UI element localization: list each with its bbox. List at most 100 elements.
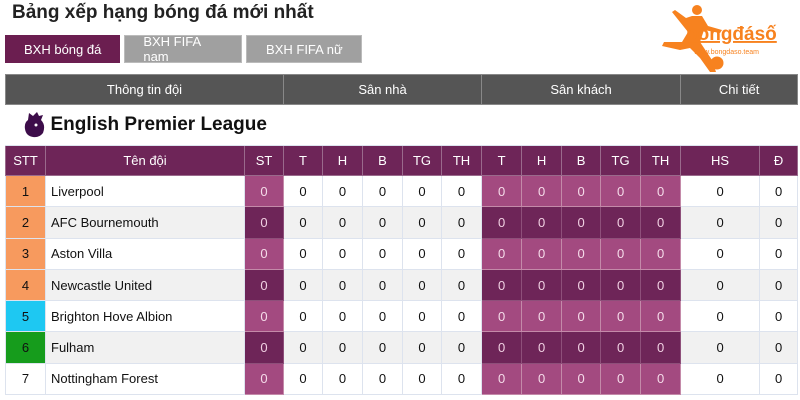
stat-cell: 0 [759,300,799,333]
stat-cell: 0 [440,174,483,208]
team-name[interactable]: Liverpool [45,174,245,208]
stat-cell: 0 [481,300,523,333]
table-row[interactable]: 5 Brighton Hove Albion 0 0 0 0 0 0 0 0 0 0 0 0 0 [5,300,799,333]
stat-cell: 0 [640,362,682,396]
svg-text:www.bongdaso.team: www.bongdaso.team [693,49,759,56]
stat-cell: 0 [283,300,323,333]
stat-cell: 0 [561,300,602,333]
column-header: H [521,145,563,176]
stat-cell: 0 [244,331,284,364]
stat-cell: 0 [322,300,363,333]
rank-cell: 2 [5,206,46,239]
stat-cell: 0 [244,174,284,208]
stat-cell: 0 [680,331,761,364]
stat-cell: 0 [440,268,483,302]
stat-cell: 0 [322,268,363,302]
stat-cell: 0 [440,362,483,396]
table-row[interactable]: 1 Liverpool 0 0 0 0 0 0 0 0 0 0 0 0 0 [5,174,799,208]
team-name[interactable]: Nottingham Forest [45,362,245,396]
stat-cell: 0 [322,206,363,239]
stat-cell: 0 [362,206,403,239]
stat-cell: 0 [600,174,642,208]
stat-cell: 0 [680,362,761,396]
stat-cell: 0 [402,206,442,239]
column-header: TG [600,145,642,176]
stat-cell: 0 [283,174,323,208]
stat-cell: 0 [680,206,761,239]
table-row[interactable]: 4 Newcastle United 0 0 0 0 0 0 0 0 0 0 0 0 0 [5,268,799,302]
premier-league-lion-icon [24,112,44,138]
stat-cell: 0 [759,237,799,270]
stat-cell: 0 [561,362,602,396]
tab-bxh-bong-da[interactable]: BXH bóng đá [5,35,121,63]
rank-cell: 1 [5,174,46,208]
stat-cell: 0 [362,362,403,396]
stat-cell: 0 [561,174,602,208]
team-name[interactable]: AFC Bournemouth [45,206,245,239]
rank-cell: 7 [5,362,46,396]
team-name[interactable]: Brighton Hove Albion [45,300,245,333]
group-away: Sân khách [481,74,682,105]
column-header: Đ [759,145,799,176]
column-header: B [362,145,403,176]
column-header: T [481,145,523,176]
table-row[interactable]: 2 AFC Bournemouth 0 0 0 0 0 0 0 0 0 0 0 0 0 [5,206,799,239]
stat-cell: 0 [600,206,642,239]
column-header: ST [244,145,284,176]
stat-cell: 0 [244,268,284,302]
stat-cell: 0 [402,331,442,364]
stat-cell: 0 [322,237,363,270]
page-title: Bảng xếp hạng bóng đá mới nhất [12,2,314,23]
rank-cell: 5 [5,300,46,333]
tab-bxh-fifa-nam[interactable]: BXH FIFA nam [124,34,243,64]
stat-cell: 0 [440,331,483,364]
stat-cell: 0 [362,174,403,208]
stat-cell: 0 [521,174,563,208]
stat-cell: 0 [640,268,682,302]
team-name[interactable]: Aston Villa [45,237,245,270]
stat-cell: 0 [481,268,523,302]
stat-cell: 0 [521,300,563,333]
stat-cell: 0 [362,331,403,364]
stat-cell: 0 [600,362,642,396]
table-row[interactable]: 6 Fulham 0 0 0 0 0 0 0 0 0 0 0 0 0 [5,331,799,364]
table-row[interactable]: 3 Aston Villa 0 0 0 0 0 0 0 0 0 0 0 0 0 [5,237,799,270]
stat-cell: 0 [440,237,483,270]
league-name: English Premier League [50,114,267,135]
rank-cell: 3 [5,237,46,270]
stat-cell: 0 [680,174,761,208]
stat-cell: 0 [481,174,523,208]
rank-cell: 6 [5,331,46,364]
stat-cell: 0 [600,300,642,333]
stat-cell: 0 [600,268,642,302]
stat-cell: 0 [640,300,682,333]
stat-cell: 0 [561,268,602,302]
standings-table: Thông tin đội Sân nhà Sân khách Chi tiết… [5,74,799,396]
stat-cell: 0 [521,237,563,270]
stat-cell: 0 [521,268,563,302]
group-details: Chi tiết [680,74,799,105]
stat-cell: 0 [600,331,642,364]
tab-bxh-fifa-nu[interactable]: BXH FIFA nữ [246,35,363,63]
team-name[interactable]: Fulham [45,331,245,364]
stat-cell: 0 [283,206,323,239]
column-header: H [322,145,363,176]
column-header: B [561,145,602,176]
stat-cell: 0 [244,300,284,333]
stat-cell: 0 [561,331,602,364]
stat-cell: 0 [244,237,284,270]
rank-cell: 4 [5,268,46,302]
stat-cell: 0 [561,206,602,239]
stat-cell: 0 [481,362,523,396]
stat-cell: 0 [640,331,682,364]
team-name[interactable]: Newcastle United [45,268,245,302]
stat-cell: 0 [481,206,523,239]
stat-cell: 0 [561,237,602,270]
column-header: TG [402,145,442,176]
column-header: TH [640,145,682,176]
table-row[interactable]: 7 Nottingham Forest 0 0 0 0 0 0 0 0 0 0 0 0 0 [5,362,799,396]
stat-cell: 0 [521,206,563,239]
stat-cell: 0 [759,362,799,396]
stat-cell: 0 [322,174,363,208]
stat-cell: 0 [600,237,642,270]
